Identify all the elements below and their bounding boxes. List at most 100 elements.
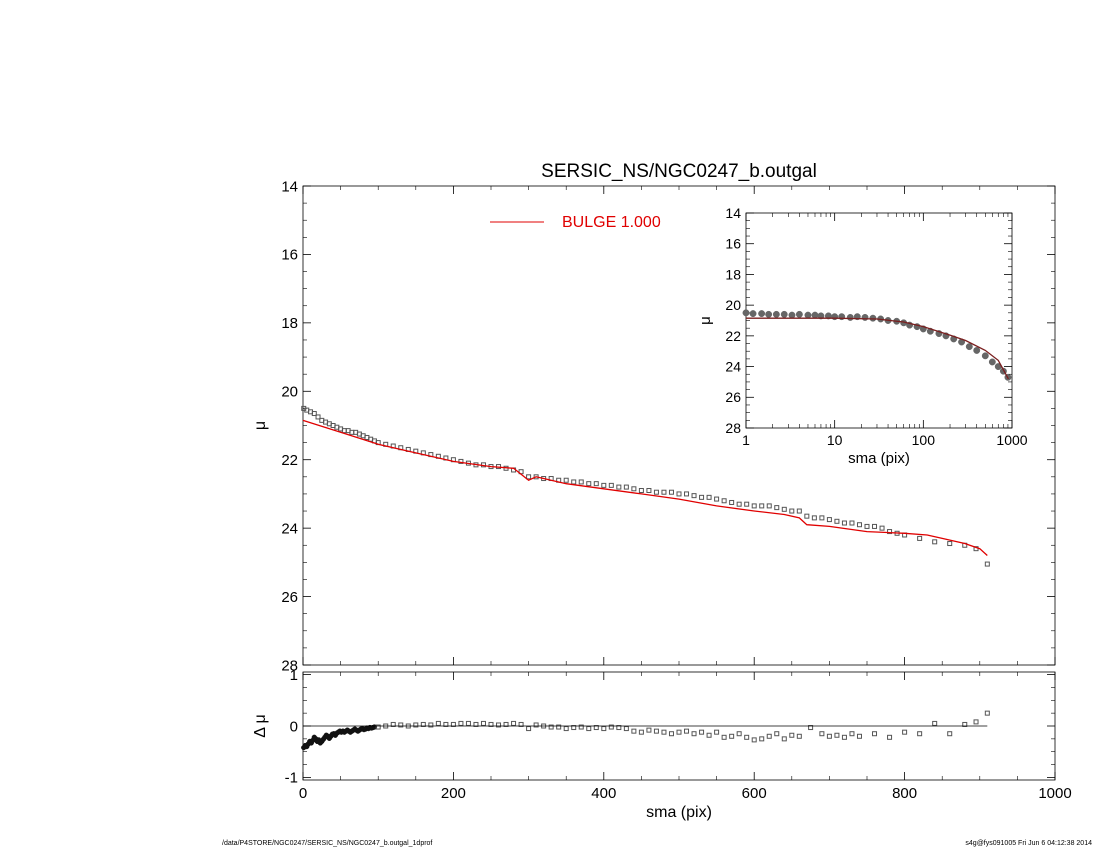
residual-data-point bbox=[601, 726, 607, 732]
main-y-tick-label: 16 bbox=[281, 247, 298, 264]
residual-y-axis-label: Δ μ bbox=[252, 714, 269, 737]
residual-data-point bbox=[872, 731, 878, 737]
main-data-point bbox=[781, 506, 787, 512]
residual-data-point bbox=[616, 725, 622, 731]
residual-data-point bbox=[608, 724, 614, 730]
inset-dense-point bbox=[988, 358, 996, 366]
residual-data-point bbox=[826, 733, 832, 739]
residual-y-tick-label: 0 bbox=[290, 718, 298, 735]
inset-dense-point bbox=[861, 313, 869, 321]
main-data-point bbox=[849, 520, 855, 526]
main-data-point bbox=[736, 501, 742, 507]
residual-data-point bbox=[902, 729, 908, 735]
main-data-point bbox=[578, 479, 584, 485]
residual-data-point bbox=[503, 721, 509, 727]
main-y-tick-label: 22 bbox=[281, 452, 298, 469]
residual-data-point bbox=[375, 724, 381, 730]
inset-y-axis-label: μ bbox=[697, 316, 714, 325]
main-data-point bbox=[526, 474, 532, 480]
main-data-point bbox=[684, 491, 690, 497]
residual-data-point bbox=[774, 731, 780, 737]
main-data-point bbox=[601, 482, 607, 488]
residual-data-point bbox=[714, 729, 720, 735]
footer-filepath: /data/P4STORE/NGC0247/SERSIC_NS/NGC0247_… bbox=[222, 840, 433, 847]
residual-data-point bbox=[691, 731, 697, 737]
main-data-point bbox=[668, 489, 674, 495]
main-data-point bbox=[872, 523, 878, 529]
residual-data-point bbox=[496, 722, 502, 728]
residual-data-point bbox=[443, 721, 449, 727]
main-data-point bbox=[796, 508, 802, 514]
residual-data-point bbox=[841, 734, 847, 740]
main-data-point bbox=[834, 518, 840, 524]
residual-data-point bbox=[781, 736, 787, 742]
main-data-point bbox=[721, 498, 727, 504]
residual-data-point bbox=[729, 733, 735, 739]
residual-x-tick-label: 200 bbox=[441, 785, 466, 802]
main-data-point bbox=[691, 493, 697, 499]
main-data-point bbox=[856, 522, 862, 528]
inset-y-tick-label: 16 bbox=[725, 236, 741, 252]
main-data-point bbox=[864, 523, 870, 529]
residual-data-point bbox=[556, 724, 562, 730]
main-data-point bbox=[706, 494, 712, 500]
residual-data-point bbox=[973, 719, 979, 725]
main-data-point bbox=[699, 494, 705, 500]
residual-data-point bbox=[699, 729, 705, 735]
main-data-point bbox=[714, 496, 720, 502]
inset-dense-point bbox=[788, 311, 796, 319]
residual-data-point bbox=[638, 729, 644, 735]
main-data-point bbox=[774, 505, 780, 511]
main-data-point bbox=[571, 479, 577, 485]
residual-data-point bbox=[661, 729, 667, 735]
inset-model-line bbox=[746, 317, 1009, 380]
main-data-point bbox=[751, 503, 757, 509]
residual-data-point bbox=[676, 729, 682, 735]
main-data-point bbox=[804, 513, 810, 519]
inset-dense-point bbox=[758, 310, 766, 318]
residual-data-point bbox=[548, 724, 554, 730]
inset-dense-point bbox=[749, 310, 757, 318]
main-data-point bbox=[729, 499, 735, 505]
main-data-point bbox=[887, 529, 893, 535]
residual-data-point bbox=[856, 733, 862, 739]
main-data-point bbox=[593, 481, 599, 487]
main-data-point bbox=[638, 488, 644, 494]
residual-data-point bbox=[668, 731, 674, 737]
inset-dense-point bbox=[846, 313, 854, 321]
residual-data-point bbox=[413, 722, 419, 728]
residual-data-point bbox=[450, 721, 456, 727]
inset-x-tick-label: 10 bbox=[827, 432, 843, 448]
residual-data-point bbox=[849, 731, 855, 737]
main-data-point bbox=[819, 515, 825, 521]
inset-y-tick-label: 20 bbox=[725, 297, 741, 313]
main-data-point bbox=[646, 488, 652, 494]
inset-dense-point bbox=[780, 310, 788, 318]
residual-data-point bbox=[435, 720, 441, 726]
residual-data-point bbox=[759, 736, 765, 742]
main-data-point bbox=[586, 481, 592, 487]
residual-data-point bbox=[398, 722, 404, 728]
residual-data-point bbox=[751, 737, 757, 743]
residual-data-point bbox=[465, 720, 471, 726]
chart-title: SERSIC_NS/NGC0247_b.outgal bbox=[541, 161, 817, 182]
main-data-point bbox=[917, 535, 923, 541]
residual-data-point bbox=[736, 731, 742, 737]
main-y-axis-label: μ bbox=[252, 421, 269, 430]
residual-data-point bbox=[819, 731, 825, 737]
residual-data-point bbox=[428, 722, 434, 728]
inset-y-tick-label: 28 bbox=[725, 420, 741, 436]
log-inset-panel: 1 10 100 1000 14 16 18 20 22 24 26 28 sma (pix) μ bbox=[697, 205, 1028, 467]
residual-data-point bbox=[473, 721, 479, 727]
residual-data-point bbox=[917, 731, 923, 737]
main-y-tick-label: 26 bbox=[281, 589, 298, 606]
inset-dense-point bbox=[817, 312, 825, 320]
residual-data-point bbox=[962, 721, 968, 727]
main-data-point bbox=[676, 491, 682, 497]
inset-y-tick-label: 26 bbox=[725, 389, 741, 405]
residual-data-point bbox=[563, 726, 569, 732]
inset-x-tick-label: 100 bbox=[912, 432, 936, 448]
residual-data-point bbox=[984, 710, 990, 716]
